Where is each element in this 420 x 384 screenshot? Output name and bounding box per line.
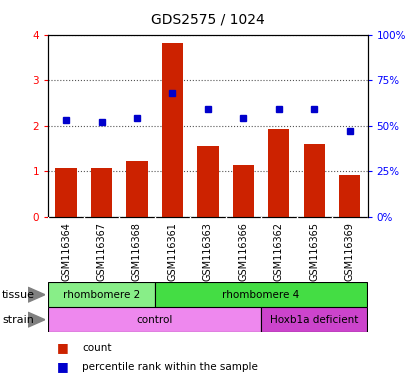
Polygon shape [28, 312, 45, 327]
Text: Hoxb1a deficient: Hoxb1a deficient [270, 314, 359, 325]
Text: GSM116361: GSM116361 [168, 222, 177, 281]
Text: GSM116362: GSM116362 [274, 222, 284, 281]
Text: rhombomere 4: rhombomere 4 [223, 290, 300, 300]
Polygon shape [28, 287, 45, 302]
Text: GSM116363: GSM116363 [203, 222, 213, 281]
Text: GSM116369: GSM116369 [345, 222, 355, 281]
Text: percentile rank within the sample: percentile rank within the sample [82, 362, 258, 372]
Bar [126, 161, 147, 217]
Text: ■: ■ [57, 360, 68, 373]
Text: GDS2575 / 1024: GDS2575 / 1024 [151, 13, 265, 27]
Bar [233, 166, 254, 217]
Text: GSM116364: GSM116364 [61, 222, 71, 281]
Bar [197, 146, 218, 217]
Text: GSM116367: GSM116367 [97, 222, 107, 281]
Text: ■: ■ [57, 341, 68, 354]
Text: GSM116368: GSM116368 [132, 222, 142, 281]
Bar [48, 282, 155, 307]
Text: rhombomere 2: rhombomere 2 [63, 290, 140, 300]
Text: tissue: tissue [2, 290, 35, 300]
Bar [162, 43, 183, 217]
Bar [304, 144, 325, 217]
Text: GSM116365: GSM116365 [309, 222, 319, 281]
Bar [339, 175, 360, 217]
Bar [268, 129, 289, 217]
Text: count: count [82, 343, 111, 353]
Text: GSM116366: GSM116366 [239, 222, 248, 281]
Bar [48, 307, 261, 332]
Bar [261, 307, 368, 332]
Bar [155, 282, 368, 307]
Bar [91, 168, 112, 217]
Text: strain: strain [2, 314, 34, 325]
Text: control: control [136, 314, 173, 325]
Bar [55, 168, 77, 217]
